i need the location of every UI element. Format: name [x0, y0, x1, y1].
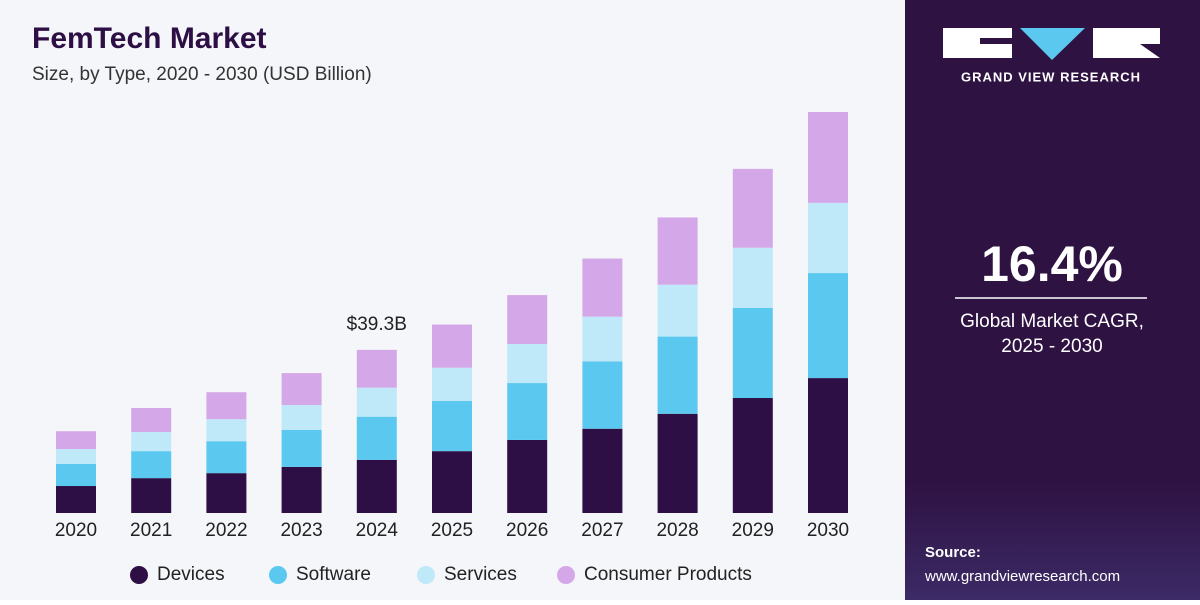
bar-segment [507, 295, 548, 345]
bar-segment [808, 202, 848, 274]
bar-segment [657, 336, 698, 414]
logo: GRAND VIEW RESEARCH [943, 28, 1160, 84]
logo-mark [1093, 28, 1160, 58]
logo-mark [1020, 28, 1085, 60]
x-tick-label: 2027 [581, 520, 623, 541]
bar-segment [582, 258, 623, 317]
chart-title: FemTech Market [32, 22, 267, 55]
bar-segment [808, 112, 848, 203]
legend-swatch [417, 566, 435, 584]
legend-label: Software [296, 564, 371, 585]
x-tick-label: 2026 [506, 520, 548, 541]
bar-segment [657, 413, 698, 513]
brand-name: GRAND VIEW RESEARCH [961, 69, 1141, 84]
bar-segment [582, 428, 623, 513]
data-label: $39.3B [347, 314, 407, 335]
bar-segment [582, 361, 623, 429]
bar-segment [281, 466, 322, 513]
x-tick-label: 2024 [356, 520, 399, 541]
bar-segment [507, 439, 548, 513]
source-title: Source: [925, 544, 981, 561]
bar-segment [432, 367, 472, 401]
side-panel [905, 0, 1200, 600]
logo-mark [943, 28, 1012, 58]
bar-segment [507, 344, 548, 384]
bar-segment [206, 473, 247, 513]
bar-segment [732, 398, 773, 513]
bar-segment [732, 168, 773, 248]
chart-subtitle: Size, by Type, 2020 - 2030 (USD Billion) [32, 64, 372, 85]
cagr-value: 16.4% [981, 236, 1123, 292]
bar-segment [56, 486, 96, 513]
x-tick-label: 2022 [205, 520, 247, 541]
x-tick-label: 2028 [656, 520, 698, 541]
bar-segment [432, 324, 472, 368]
bar-segment [206, 419, 247, 442]
bar-segment [657, 284, 698, 337]
bar-segment [131, 432, 172, 452]
bar-segment [732, 247, 773, 308]
bar-segment [808, 378, 848, 513]
bar-segment [131, 407, 172, 433]
legend-label: Consumer Products [584, 564, 752, 585]
bar-segment [206, 392, 247, 420]
bar-segment [582, 316, 623, 362]
x-tick-label: 2021 [130, 520, 172, 541]
x-tick-label: 2030 [807, 520, 849, 541]
bar-segment [281, 429, 322, 467]
bar-segment [206, 441, 247, 474]
bar-segment [56, 449, 96, 465]
bar-segment [131, 478, 172, 513]
bar-segment [657, 217, 698, 285]
bar-segment [356, 459, 397, 513]
legend-swatch [130, 566, 148, 584]
legend-label: Devices [157, 564, 225, 585]
legend-swatch [269, 566, 287, 584]
source-url: www.grandviewresearch.com [924, 568, 1120, 585]
cagr-label: 2025 - 2030 [1001, 336, 1102, 357]
bar-segment [507, 383, 548, 440]
x-tick-label: 2025 [431, 520, 473, 541]
bar-segment [56, 431, 96, 450]
cagr-label: Global Market CAGR, [960, 311, 1144, 332]
legend-label: Services [444, 564, 517, 585]
x-tick-label: 2020 [55, 520, 97, 541]
bar-segment [356, 349, 397, 388]
bar-segment [432, 451, 472, 513]
bar-segment [131, 451, 172, 479]
bar-segment [281, 373, 322, 406]
bar-segment [281, 405, 322, 430]
bar-segment [808, 273, 848, 379]
bar-segment [732, 307, 773, 399]
x-tick-label: 2023 [280, 520, 322, 541]
legend-swatch [557, 566, 575, 584]
bar-segment [356, 416, 397, 460]
x-tick-label: 2029 [732, 520, 774, 541]
bar-segment [56, 464, 96, 487]
bar-segment [432, 400, 472, 452]
bar-segment [356, 387, 397, 417]
